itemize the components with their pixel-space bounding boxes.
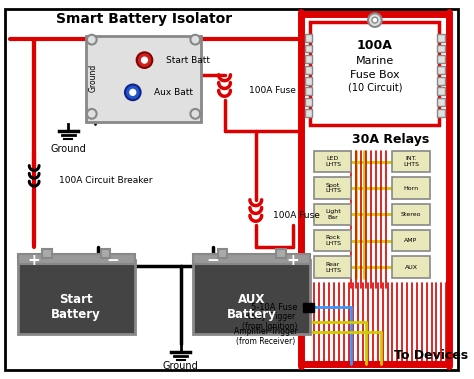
Text: Fuse Box: Fuse Box [350, 70, 400, 80]
Bar [305, 77, 312, 85]
Circle shape [87, 35, 97, 44]
Text: −: − [106, 253, 118, 268]
Bar [100, 249, 110, 258]
Bar [86, 36, 201, 122]
Text: Smart Battery Isolator: Smart Battery Isolator [56, 12, 233, 26]
Text: 5-10A Fuse: 5-10A Fuse [251, 303, 298, 312]
Bar [392, 204, 429, 225]
Circle shape [137, 52, 152, 68]
Bar [438, 34, 445, 42]
Bar [218, 249, 228, 258]
Text: Aux Batt: Aux Batt [154, 88, 193, 97]
Bar [438, 88, 445, 95]
Bar [193, 254, 310, 264]
Bar [305, 66, 312, 74]
Bar [438, 77, 445, 85]
Bar [438, 109, 445, 117]
Text: AUX
Battery: AUX Battery [227, 293, 277, 321]
Circle shape [130, 89, 136, 95]
Bar [314, 177, 351, 199]
Bar [42, 249, 52, 258]
Text: 100A Circuit Breaker: 100A Circuit Breaker [59, 176, 152, 185]
Circle shape [191, 109, 200, 119]
Text: Ground: Ground [88, 64, 97, 92]
Text: Start Batt: Start Batt [166, 56, 210, 65]
Text: 100A Fuse: 100A Fuse [249, 86, 296, 95]
Bar [392, 177, 429, 199]
Bar [438, 98, 445, 106]
Bar [392, 256, 429, 278]
Circle shape [372, 17, 378, 23]
Bar [193, 260, 310, 335]
Text: To Devices: To Devices [394, 349, 469, 362]
Text: Start
Battery: Start Battery [51, 293, 101, 321]
Bar [305, 55, 312, 63]
Text: AMP: AMP [404, 238, 418, 243]
Text: Horn: Horn [403, 186, 419, 191]
Text: +: + [28, 253, 41, 268]
Bar [305, 44, 312, 52]
Text: Relay Trigger
(from Ignition): Relay Trigger (from Ignition) [242, 312, 298, 332]
Text: Stereo: Stereo [401, 212, 421, 217]
Bar [303, 303, 314, 312]
Bar [305, 34, 312, 42]
Bar [314, 204, 351, 225]
Bar [438, 44, 445, 52]
Bar [305, 98, 312, 106]
Circle shape [368, 13, 382, 27]
Text: 100A: 100A [357, 39, 393, 52]
Bar [392, 230, 429, 252]
Circle shape [142, 57, 147, 63]
Text: Rear
LHTS: Rear LHTS [325, 262, 341, 273]
Text: Light
Bar: Light Bar [325, 209, 341, 220]
Text: (10 Circuit): (10 Circuit) [347, 83, 402, 92]
Bar [276, 249, 286, 258]
Bar [438, 55, 445, 63]
Bar [310, 22, 439, 125]
Bar [314, 256, 351, 278]
Bar [314, 230, 351, 252]
Text: Ground: Ground [163, 361, 199, 371]
Text: 100A Fuse: 100A Fuse [273, 211, 320, 220]
Text: +: + [286, 253, 299, 268]
Circle shape [191, 35, 200, 44]
Text: LED
LHTS: LED LHTS [325, 156, 341, 167]
Bar [438, 66, 445, 74]
Bar [314, 151, 351, 172]
Circle shape [87, 109, 97, 119]
Text: Marine: Marine [356, 56, 394, 66]
Text: Spot
LHTS: Spot LHTS [325, 183, 341, 193]
Text: Amplifier Trigger
(from Receiver): Amplifier Trigger (from Receiver) [234, 327, 298, 346]
Bar [305, 109, 312, 117]
Text: INT.
LHTS: INT. LHTS [403, 156, 419, 167]
Circle shape [125, 85, 141, 100]
Bar [392, 151, 429, 172]
Text: AUX: AUX [404, 265, 418, 269]
Bar [18, 254, 135, 264]
Text: 30A Relays: 30A Relays [352, 133, 429, 146]
Bar [18, 260, 135, 335]
Text: Ground: Ground [50, 144, 86, 154]
Text: Rock
LHTS: Rock LHTS [325, 235, 341, 246]
Bar [305, 88, 312, 95]
Text: −: − [207, 253, 219, 268]
